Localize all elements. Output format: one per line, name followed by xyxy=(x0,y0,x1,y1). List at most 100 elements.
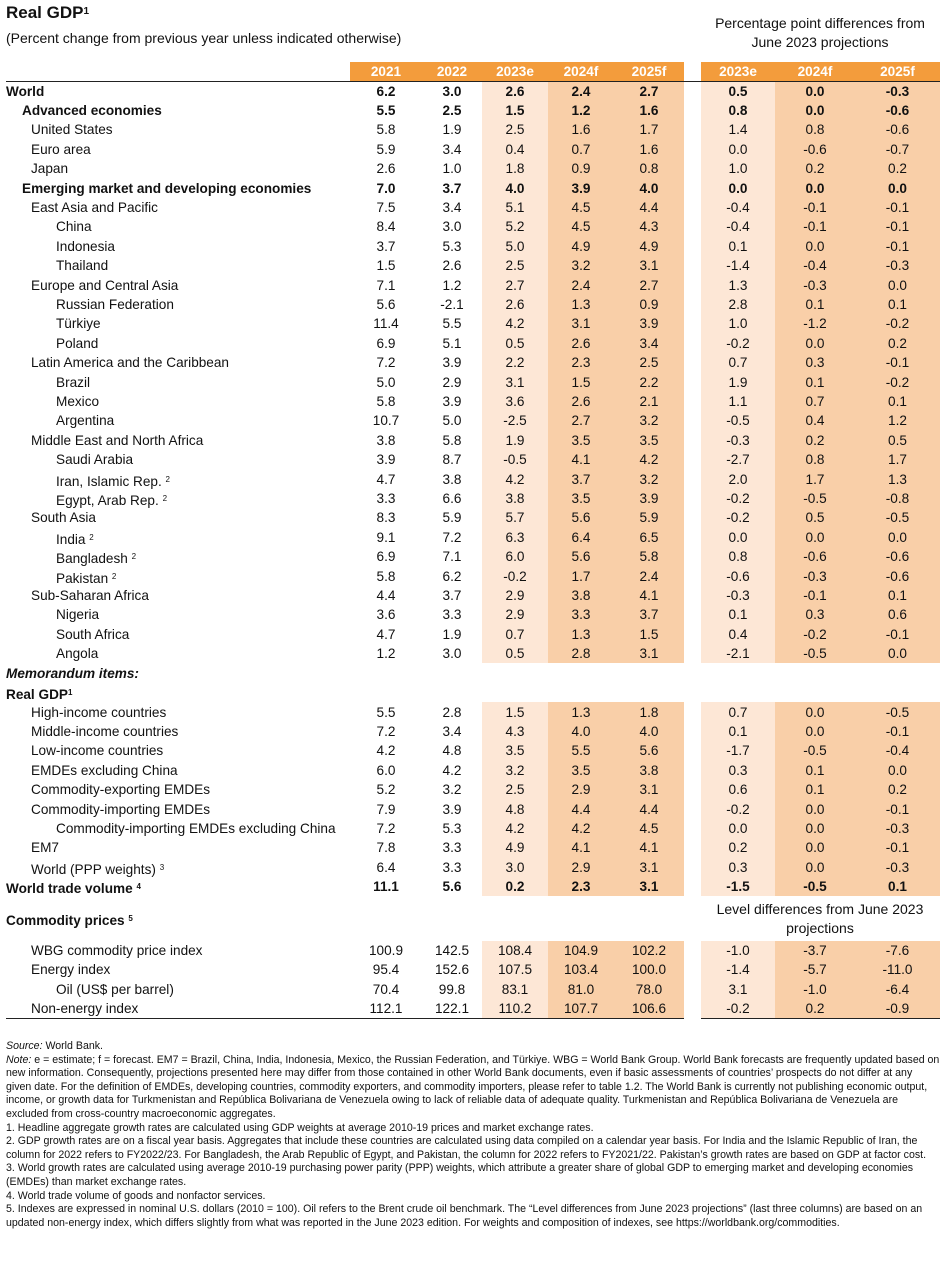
value-cell: 6.9 xyxy=(376,335,396,351)
col-header: 2025f xyxy=(880,64,915,79)
shade-2023e xyxy=(482,81,548,663)
difference-cell: -1.0 xyxy=(803,981,827,997)
value-cell: 3.0 xyxy=(442,83,462,99)
difference-cell: -0.2 xyxy=(726,490,750,506)
value-cell: 5.9 xyxy=(376,141,396,157)
footnotes: Source: World Bank. Note: e = estimate; … xyxy=(6,1040,940,1230)
row-label: Middle-income countries xyxy=(31,723,179,739)
difference-cell: 0.0 xyxy=(728,180,748,196)
value-cell: 5.6 xyxy=(571,510,591,526)
value-cell: 6.4 xyxy=(571,529,591,545)
value-cell: 95.4 xyxy=(372,962,400,978)
difference-cell: 0.1 xyxy=(805,762,825,778)
value-cell: 4.0 xyxy=(639,180,659,196)
value-cell: 0.4 xyxy=(505,141,525,157)
bottom-rule-right xyxy=(701,1018,940,1019)
difference-cell: 0.1 xyxy=(805,296,825,312)
table-row: Poland 6.9 5.1 0.5 2.6 3.4 -0.2 0.0 0.2 xyxy=(6,334,940,353)
difference-cell: -0.6 xyxy=(885,122,910,138)
table-row: Sub-Saharan Africa 4.4 3.7 2.9 3.8 4.1 -0.3 -0.… xyxy=(6,586,940,605)
value-cell: 3.9 xyxy=(376,452,396,468)
shade-comm-2024f-2025f xyxy=(548,941,684,1018)
difference-cell: -0.1 xyxy=(885,840,910,856)
value-cell: 1.7 xyxy=(639,122,659,138)
table-row: East Asia and Pacific 7.5 3.4 5.1 4.5 4.4 -0.4… xyxy=(6,198,940,217)
value-cell: 3.9 xyxy=(639,316,659,332)
value-cell: 4.9 xyxy=(639,238,659,254)
row-label: Iran, Islamic Rep. 2 xyxy=(56,473,170,489)
value-cell: 2.2 xyxy=(505,355,525,371)
difference-cell: -0.2 xyxy=(726,335,750,351)
table-row: Low-income countries 4.2 4.8 3.5 5.5 5.6 -1.7 -… xyxy=(6,741,940,760)
value-cell: 5.9 xyxy=(639,510,659,526)
difference-cell: -0.4 xyxy=(885,743,910,759)
value-cell: 4.2 xyxy=(571,820,591,836)
difference-cell: 0.8 xyxy=(805,452,825,468)
difference-cell: -0.6 xyxy=(885,102,910,118)
value-cell: -2.5 xyxy=(503,413,527,429)
difference-cell: -0.4 xyxy=(726,219,750,235)
value-cell: 1.0 xyxy=(442,161,462,177)
value-cell: 4.0 xyxy=(571,723,591,739)
footnote-5: 5. Indexes are expressed in nominal U.S.… xyxy=(6,1203,923,1229)
value-cell: 100.9 xyxy=(368,943,404,958)
value-cell: 3.7 xyxy=(571,471,591,487)
value-cell: 1.5 xyxy=(639,626,659,642)
col-header: 2023e xyxy=(496,64,534,79)
difference-cell: -0.3 xyxy=(885,258,910,274)
row-label: Emerging market and developing economies xyxy=(22,180,312,196)
difference-cell: 0.0 xyxy=(728,820,748,836)
shade-memo-2024f-2025f xyxy=(548,702,684,896)
value-cell: 2.5 xyxy=(505,258,525,274)
value-cell: 142.5 xyxy=(434,943,470,958)
difference-cell: 0.0 xyxy=(888,277,907,293)
value-cell: 4.2 xyxy=(505,316,525,332)
value-cell: -2.1 xyxy=(440,296,464,312)
value-cell: 5.8 xyxy=(376,568,396,584)
value-cell: -0.5 xyxy=(503,452,527,468)
difference-cell: 1.3 xyxy=(888,471,907,487)
difference-cell: 0.0 xyxy=(805,840,825,856)
difference-cell: 0.0 xyxy=(805,102,825,118)
row-label: East Asia and Pacific xyxy=(31,199,158,215)
value-cell: 3.8 xyxy=(442,471,462,487)
difference-cell: 0.1 xyxy=(728,723,748,739)
value-cell: 152.6 xyxy=(434,962,470,978)
value-cell: 0.2 xyxy=(505,879,525,895)
value-cell: 3.5 xyxy=(571,490,591,506)
difference-cell: 0.3 xyxy=(805,607,825,623)
value-cell: 5.6 xyxy=(442,879,462,895)
row-label: India 2 xyxy=(56,531,94,547)
difference-cell: -0.5 xyxy=(803,490,827,506)
value-cell: 4.9 xyxy=(505,840,525,856)
value-cell: 8.4 xyxy=(376,219,396,235)
value-cell: 2.6 xyxy=(505,296,525,312)
header-bar-right: 2023e 2024f 2025f xyxy=(701,62,940,81)
value-cell: 99.8 xyxy=(438,981,466,997)
value-cell: 2.5 xyxy=(505,122,525,138)
difference-cell: 0.0 xyxy=(805,723,825,739)
difference-cell: 0.8 xyxy=(728,549,748,565)
table-row: Latin America and the Caribbean 7.2 3.9 2.2… xyxy=(6,353,940,372)
value-cell: 0.9 xyxy=(571,161,591,177)
value-cell: 5.5 xyxy=(571,743,591,759)
value-cell: 3.4 xyxy=(442,199,462,215)
col-header: 2021 xyxy=(370,64,402,79)
row-label: South Africa xyxy=(56,626,130,642)
table-row: EM7 7.8 3.3 4.9 4.1 4.1 0.2 0.0 -0.1 xyxy=(6,838,940,857)
value-cell: 3.0 xyxy=(442,219,462,235)
difference-cell: 0.0 xyxy=(728,141,748,157)
value-cell: 100.0 xyxy=(631,962,667,978)
difference-cell: 0.7 xyxy=(805,393,825,409)
value-cell: 3.3 xyxy=(442,607,462,623)
value-cell: 5.8 xyxy=(639,549,659,565)
difference-cell: 0.7 xyxy=(728,355,748,371)
value-cell: 4.5 xyxy=(571,219,591,235)
difference-cell: 1.3 xyxy=(728,277,748,293)
value-cell: 4.2 xyxy=(442,762,462,778)
value-cell: 5.8 xyxy=(376,122,396,138)
value-cell: 3.8 xyxy=(639,762,659,778)
difference-cell: -0.3 xyxy=(803,568,827,584)
shade-diff-2023e xyxy=(701,81,775,663)
value-cell: 4.7 xyxy=(376,626,396,642)
